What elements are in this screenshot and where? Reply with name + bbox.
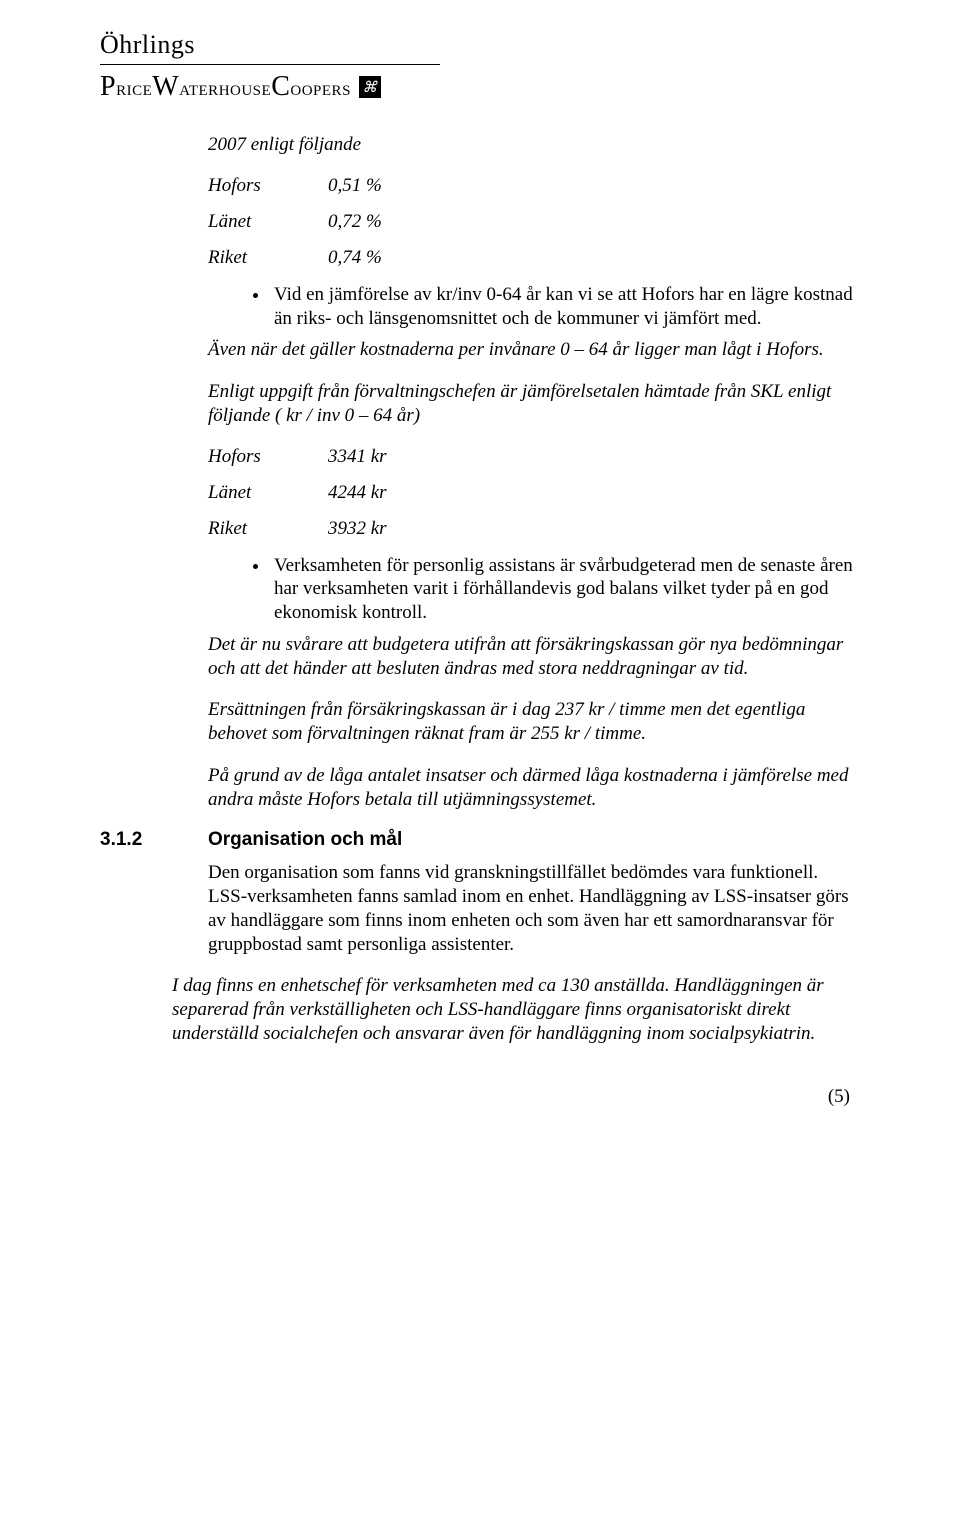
table-key: Hofors (208, 175, 328, 197)
section-heading: 3.1.2 Organisation och mål (208, 829, 860, 851)
para-after-bullet1: Även när det gäller kostnaderna per invå… (208, 338, 860, 362)
list-item: Vid en jämförelse av kr/inv 0-64 år kan … (270, 283, 860, 331)
kr-table: Hofors 3341 kr Länet 4244 kr Riket 3932 … (208, 446, 860, 540)
table-key: Länet (208, 211, 328, 233)
table-val: 0,72 % (328, 211, 382, 233)
table-row: Länet 4244 kr (208, 482, 860, 504)
table-row: Hofors 3341 kr (208, 446, 860, 468)
table-val: 3341 kr (328, 446, 387, 468)
table-key: Länet (208, 482, 328, 504)
logo-rule (100, 64, 440, 65)
page-number: (5) (100, 1086, 860, 1108)
table-val: 0,51 % (328, 175, 382, 197)
para-svarare: Det är nu svårare att budgetera utifrån … (208, 633, 860, 681)
logo-box-icon: ⌘ (359, 76, 381, 98)
para-pagrund: På grund av de låga antalet insatser och… (208, 764, 860, 812)
para-ersattning: Ersättningen från försäkringskassan är i… (208, 698, 860, 746)
table-row: Riket 0,74 % (208, 247, 860, 269)
table-key: Hofors (208, 446, 328, 468)
intro-line: 2007 enligt följande (208, 133, 860, 157)
table-val: 3932 kr (328, 518, 387, 540)
percent-table: Hofors 0,51 % Länet 0,72 % Riket 0,74 % (208, 175, 860, 269)
table-row: Riket 3932 kr (208, 518, 860, 540)
bullet-list-2: Verksamheten för personlig assistans är … (208, 554, 860, 625)
section-p1: Den organisation som fanns vid gransknin… (208, 861, 860, 956)
table-val: 4244 kr (328, 482, 387, 504)
table-row: Hofors 0,51 % (208, 175, 860, 197)
company-logo: Öhrlings PriceWaterhouseCoopers ⌘ (100, 30, 860, 103)
list-item: Verksamheten för personlig assistans är … (270, 554, 860, 625)
section-number: 3.1.2 (100, 829, 208, 851)
logo-line-2: PriceWaterhouseCoopers ⌘ (100, 71, 860, 103)
section-p2: I dag finns en enhetschef för verksamhet… (172, 974, 860, 1045)
table-key: Riket (208, 247, 328, 269)
bullet-list-1: Vid en jämförelse av kr/inv 0-64 år kan … (208, 283, 860, 331)
para-enligt: Enligt uppgift från förvaltningschefen ä… (208, 380, 860, 428)
section-title: Organisation och mål (208, 829, 402, 851)
table-key: Riket (208, 518, 328, 540)
logo-line-1: Öhrlings (100, 30, 860, 60)
table-row: Länet 0,72 % (208, 211, 860, 233)
table-val: 0,74 % (328, 247, 382, 269)
